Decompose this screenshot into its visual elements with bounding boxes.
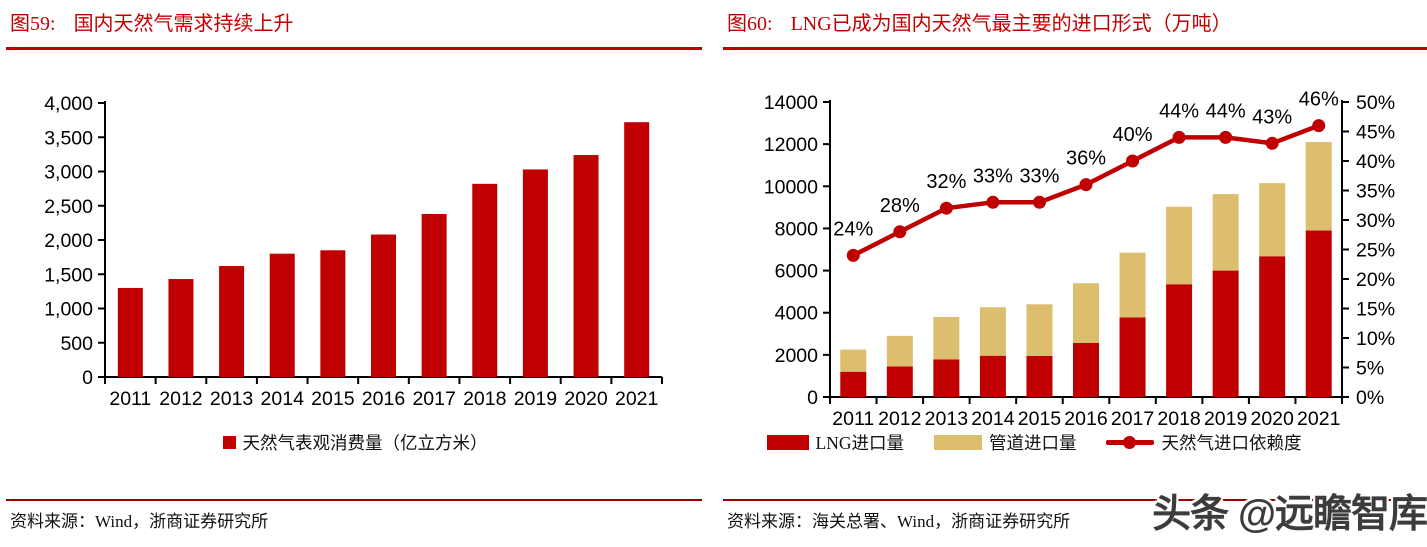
legend-item-lng: LNG进口量 [766, 430, 904, 455]
gas-consumption-bar-chart: 0 500 1,000 1,500 2,000 2,500 3,000 3,500 4,000 2… [44, 93, 663, 410]
svg-text:3,500: 3,500 [44, 127, 93, 149]
svg-text:2000: 2000 [775, 345, 819, 367]
svg-text:2011: 2011 [109, 388, 151, 410]
svg-text:8000: 8000 [775, 218, 819, 240]
svg-text:1,000: 1,000 [44, 299, 93, 321]
watermark: 头条 @远瞻智库 [1152, 493, 1427, 536]
svg-text:3,000: 3,000 [44, 162, 93, 184]
svg-text:40%: 40% [1356, 151, 1395, 173]
svg-text:33%: 33% [1019, 165, 1059, 187]
svg-text:4,000: 4,000 [44, 93, 93, 115]
legend-item-dependency: 天然气进口依赖度 [1106, 430, 1301, 455]
svg-text:2011: 2011 [832, 408, 874, 430]
svg-text:2012: 2012 [878, 408, 921, 430]
svg-text:46%: 46% [1299, 89, 1339, 111]
figure-60-source-divider [723, 499, 1427, 501]
svg-text:2020: 2020 [1250, 408, 1294, 430]
svg-text:4000: 4000 [775, 303, 819, 325]
svg-text:2021: 2021 [615, 388, 658, 410]
svg-text:2019: 2019 [1204, 408, 1247, 430]
tan-bar-swatch-icon [933, 435, 982, 450]
figure-60-source-note: 资料来源：海关总署、Wind，浙商证券研究所 [727, 507, 1070, 532]
figure-60-title: 图60: LNG已成为国内天然气最主要的进口形式（万吨） [727, 7, 1232, 36]
svg-text:2018: 2018 [1157, 408, 1200, 430]
svg-text:6000: 6000 [775, 261, 819, 283]
legend-item-consumption: 天然气表观消费量（亿立方米） [222, 430, 488, 455]
svg-text:12000: 12000 [764, 134, 818, 156]
svg-text:32%: 32% [926, 171, 966, 193]
svg-text:10000: 10000 [764, 176, 818, 198]
svg-text:35%: 35% [1356, 181, 1395, 203]
svg-text:44%: 44% [1206, 100, 1246, 122]
svg-text:33%: 33% [973, 165, 1013, 187]
svg-text:2016: 2016 [362, 388, 405, 410]
svg-text:0: 0 [807, 387, 818, 409]
svg-text:44%: 44% [1159, 100, 1199, 122]
source-text: Wind，浙商证券研究所 [95, 512, 269, 531]
figure-59-source-divider [6, 499, 702, 501]
svg-text:2,500: 2,500 [44, 196, 93, 218]
svg-text:500: 500 [60, 333, 93, 355]
svg-text:2015: 2015 [311, 388, 355, 410]
svg-text:2019: 2019 [514, 388, 557, 410]
svg-text:5%: 5% [1356, 358, 1384, 380]
red-square-swatch-icon [222, 436, 236, 449]
svg-text:2014: 2014 [971, 408, 1015, 430]
figure-60-title-text: LNG已成为国内天然气最主要的进口形式（万吨） [790, 13, 1232, 35]
figure-60-panel: 图60: LNG已成为国内天然气最主要的进口形式（万吨） 0 2000 4000 600… [717, 0, 1427, 547]
svg-text:2017: 2017 [1111, 408, 1154, 430]
svg-text:30%: 30% [1356, 210, 1395, 232]
svg-text:2013: 2013 [210, 388, 253, 410]
source-label: 资料来源： [10, 512, 95, 531]
svg-text:20%: 20% [1356, 269, 1395, 291]
figure-59-title-text: 国内天然气需求持续上升 [73, 13, 294, 35]
figure-59-number: 图59: [10, 13, 56, 35]
svg-text:40%: 40% [1113, 124, 1153, 146]
figure-60-number: 图60: [727, 13, 773, 35]
svg-text:50%: 50% [1356, 92, 1395, 114]
legend-item-pipeline: 管道进口量 [933, 430, 1077, 455]
svg-text:2020: 2020 [564, 388, 608, 410]
svg-text:24%: 24% [833, 218, 873, 240]
figure-59-title: 图59: 国内天然气需求持续上升 [10, 7, 294, 36]
svg-text:2021: 2021 [1297, 408, 1340, 430]
svg-text:10%: 10% [1356, 328, 1395, 350]
red-bar-swatch-icon [766, 435, 809, 450]
svg-text:28%: 28% [880, 195, 920, 217]
legend-label: 天然气表观消费量（亿立方米） [242, 433, 488, 453]
svg-text:45%: 45% [1356, 122, 1395, 144]
lng-import-combo-chart: 0 2000 4000 6000 8000 10000 12000 14000 0% 5% 10% 1… [764, 89, 1395, 430]
figure-59-source-note: 资料来源：Wind，浙商证券研究所 [10, 507, 268, 532]
svg-text:1,500: 1,500 [44, 264, 93, 286]
figure-60-title-underline [723, 47, 1427, 50]
svg-text:15%: 15% [1356, 299, 1395, 321]
legend-label: LNG进口量 [815, 433, 904, 453]
figure-59-legend: 天然气表观消费量（亿立方米） [0, 430, 710, 455]
svg-text:2012: 2012 [159, 388, 202, 410]
svg-text:2018: 2018 [463, 388, 506, 410]
figure-60-legend: LNG进口量 管道进口量 天然气进口依赖度 [679, 430, 1389, 455]
svg-text:0%: 0% [1356, 387, 1384, 409]
source-label: 资料来源： [727, 512, 812, 531]
svg-text:25%: 25% [1356, 240, 1395, 262]
svg-text:0: 0 [82, 367, 93, 389]
figure-59-title-underline [6, 47, 702, 50]
source-text: 海关总署、Wind，浙商证券研究所 [812, 512, 1071, 531]
svg-text:2017: 2017 [412, 388, 455, 410]
svg-text:2013: 2013 [925, 408, 968, 430]
svg-text:43%: 43% [1252, 106, 1292, 128]
red-line-dot-swatch-icon [1106, 435, 1155, 449]
svg-text:2,000: 2,000 [44, 230, 93, 252]
svg-text:14000: 14000 [764, 92, 818, 114]
svg-text:2015: 2015 [1018, 408, 1062, 430]
svg-text:2014: 2014 [261, 388, 305, 410]
figure-59-panel: 图59: 国内天然气需求持续上升 0 500 1,000 1,500 2,000 2,500… [0, 0, 710, 547]
legend-label: 管道进口量 [988, 433, 1077, 453]
legend-label: 天然气进口依赖度 [1161, 433, 1302, 453]
svg-text:2016: 2016 [1064, 408, 1107, 430]
svg-text:36%: 36% [1066, 148, 1106, 170]
